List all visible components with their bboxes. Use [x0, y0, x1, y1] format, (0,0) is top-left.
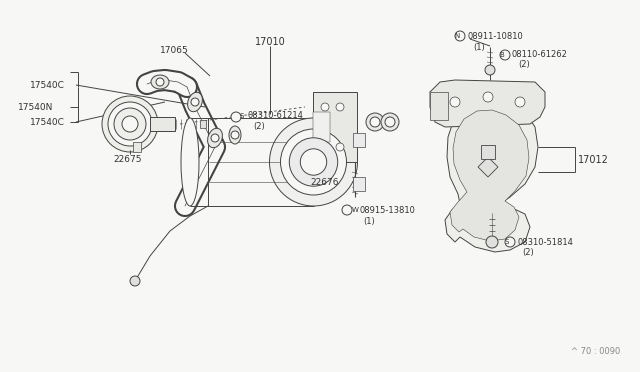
Circle shape — [102, 96, 158, 152]
Bar — [150, 117, 175, 131]
Circle shape — [130, 276, 140, 286]
Ellipse shape — [151, 75, 169, 89]
Text: (2): (2) — [518, 60, 530, 68]
Text: 17540N: 17540N — [18, 103, 53, 112]
Bar — [133, 142, 141, 152]
Circle shape — [455, 31, 465, 41]
Circle shape — [122, 116, 138, 132]
Text: 08911-10810: 08911-10810 — [467, 32, 523, 41]
Text: 17540C: 17540C — [30, 80, 65, 90]
Text: (2): (2) — [522, 247, 534, 257]
Circle shape — [385, 117, 395, 127]
Circle shape — [231, 131, 239, 139]
Circle shape — [300, 149, 326, 175]
Circle shape — [211, 134, 219, 142]
Circle shape — [269, 118, 358, 206]
Text: 17010: 17010 — [255, 37, 285, 47]
Circle shape — [515, 97, 525, 107]
Circle shape — [366, 113, 384, 131]
Polygon shape — [313, 92, 357, 162]
Text: 08310-61214: 08310-61214 — [247, 110, 303, 119]
Circle shape — [483, 92, 493, 102]
Circle shape — [486, 236, 498, 248]
Text: B: B — [500, 52, 504, 58]
Polygon shape — [430, 80, 545, 127]
Circle shape — [450, 97, 460, 107]
Text: 08915-13810: 08915-13810 — [360, 205, 416, 215]
Circle shape — [336, 143, 344, 151]
Bar — [353, 133, 365, 147]
Text: 17012: 17012 — [578, 155, 609, 165]
Circle shape — [321, 103, 329, 111]
Circle shape — [114, 108, 146, 140]
Ellipse shape — [207, 128, 223, 148]
Bar — [313, 112, 330, 142]
Ellipse shape — [229, 126, 241, 144]
Circle shape — [381, 113, 399, 131]
Circle shape — [231, 112, 241, 122]
Polygon shape — [450, 110, 529, 241]
Ellipse shape — [188, 92, 202, 112]
Polygon shape — [478, 157, 498, 177]
Bar — [481, 145, 495, 159]
Circle shape — [505, 237, 515, 247]
Polygon shape — [445, 97, 538, 252]
Circle shape — [336, 103, 344, 111]
Bar — [430, 92, 448, 120]
Text: (2): (2) — [253, 122, 265, 131]
Ellipse shape — [181, 118, 199, 206]
Circle shape — [342, 205, 352, 215]
Bar — [200, 120, 206, 128]
Circle shape — [289, 138, 338, 186]
Text: 08310-51814: 08310-51814 — [517, 237, 573, 247]
Circle shape — [280, 129, 346, 195]
Circle shape — [370, 117, 380, 127]
Circle shape — [108, 102, 152, 146]
Text: W: W — [352, 207, 359, 213]
Text: 08110-61262: 08110-61262 — [512, 49, 568, 58]
Text: ^ 70 : 0090: ^ 70 : 0090 — [571, 347, 620, 356]
Text: 22675: 22675 — [113, 154, 141, 164]
Text: N: N — [454, 33, 460, 39]
Text: (1): (1) — [363, 217, 375, 225]
Text: 17065: 17065 — [160, 45, 189, 55]
Text: 22676: 22676 — [310, 177, 339, 186]
Circle shape — [500, 50, 510, 60]
Text: S: S — [505, 239, 509, 245]
Circle shape — [156, 78, 164, 86]
Bar — [353, 177, 365, 191]
Text: 17540C: 17540C — [30, 118, 65, 126]
Text: (1): (1) — [473, 42, 484, 51]
Circle shape — [191, 98, 199, 106]
Circle shape — [485, 65, 495, 75]
Text: S: S — [240, 113, 244, 119]
